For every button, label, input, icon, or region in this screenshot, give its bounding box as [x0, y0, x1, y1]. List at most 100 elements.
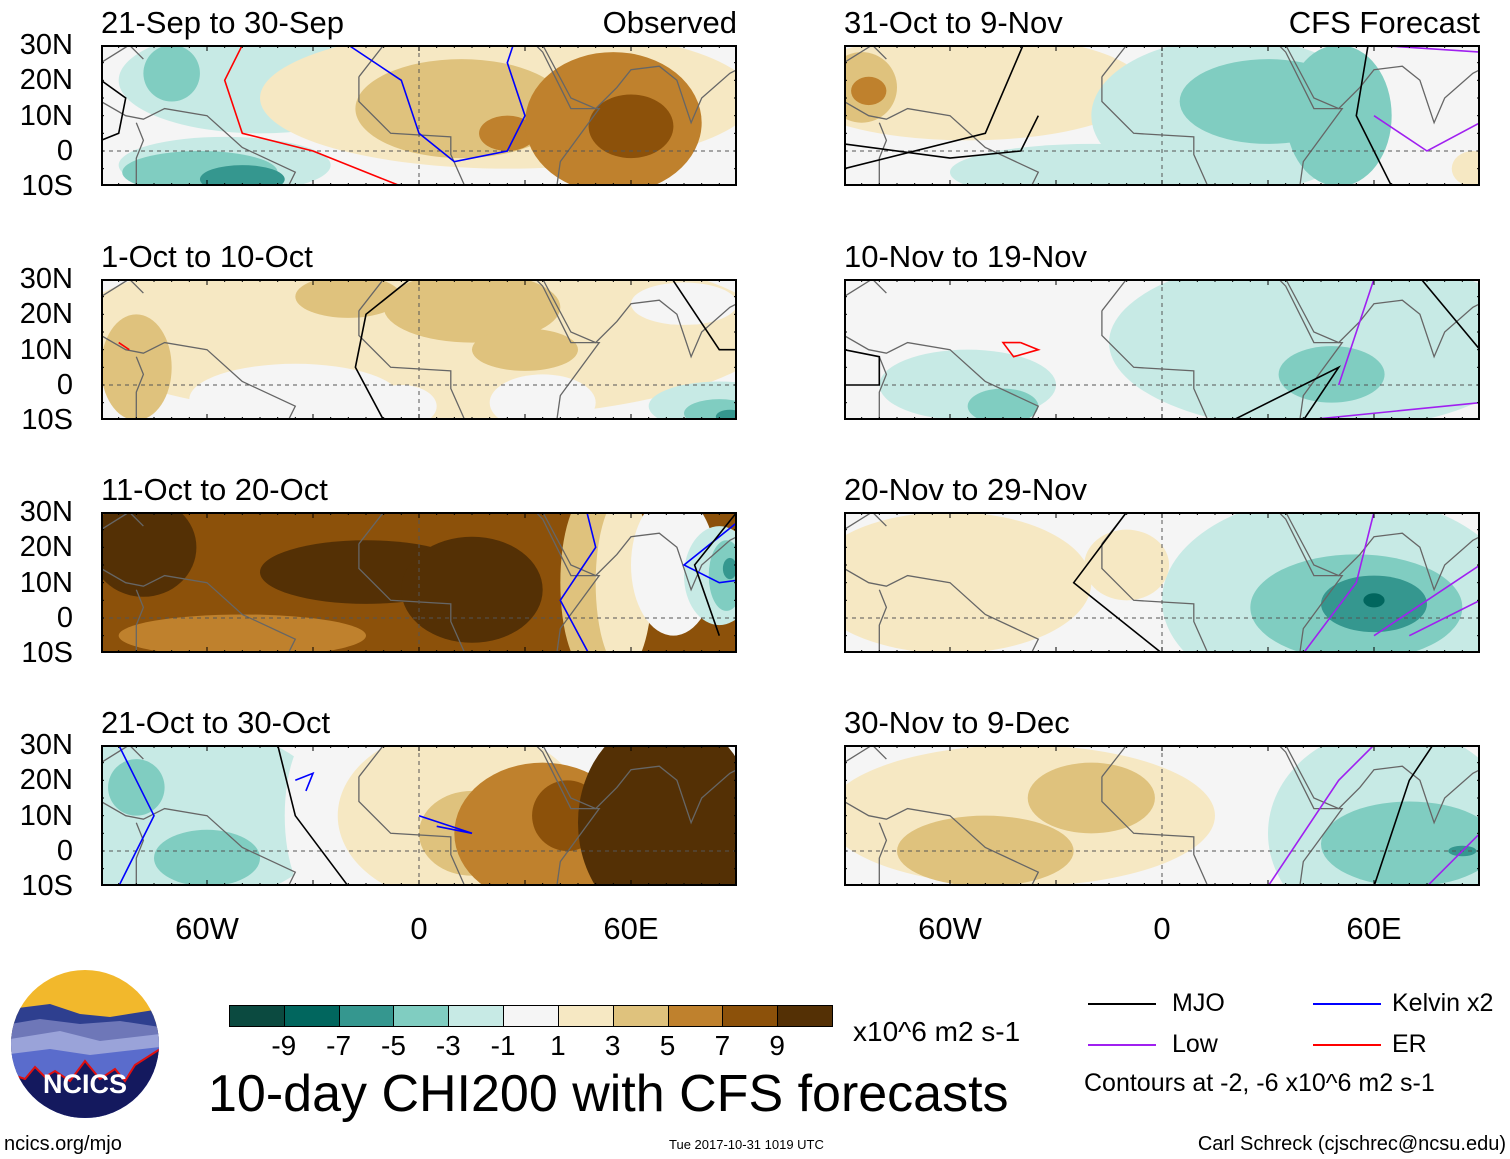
coastline	[101, 334, 297, 420]
contour-line	[693, 512, 737, 636]
contour-note: Contours at -2, -6 x10^6 m2 s-1	[1084, 1069, 1435, 1097]
shading-region	[1285, 45, 1392, 186]
colorbar-swatch	[503, 1005, 559, 1027]
lon-label: 0	[1153, 911, 1171, 946]
coastline	[1285, 279, 1480, 359]
coastline	[101, 100, 297, 186]
shading-region	[1084, 529, 1170, 601]
coastline	[1101, 745, 1344, 886]
colorbar-swatch	[557, 1005, 614, 1027]
lat-label: 10S	[21, 404, 73, 437]
shading-region	[578, 745, 737, 886]
coastline	[844, 100, 1040, 186]
lat-label: 10S	[21, 170, 73, 203]
coastline	[1285, 512, 1480, 592]
contour-line	[276, 745, 349, 886]
coastline	[358, 512, 601, 653]
lat-label: 10S	[21, 637, 73, 670]
panel-title: 21-Oct to 30-Oct	[101, 705, 331, 740]
shading-region	[383, 279, 561, 343]
shading-region	[715, 409, 737, 420]
lat-label: 20N	[19, 531, 73, 564]
lat-label: 20N	[19, 64, 73, 97]
coastline	[1101, 279, 1344, 420]
legend-er-line	[1313, 1044, 1381, 1046]
coastline	[542, 279, 737, 359]
panel-frame	[101, 279, 737, 420]
legend-kelvin-label: Kelvin x2	[1392, 989, 1494, 1017]
colorbar-label: 3	[604, 1030, 621, 1061]
coastline	[358, 745, 601, 886]
contour-line	[1072, 512, 1163, 653]
shading-region	[844, 45, 1145, 141]
colorbar-label: -9	[271, 1030, 297, 1061]
coastline	[1285, 745, 1480, 825]
contour-line	[101, 79, 127, 142]
lat-label: 10N	[19, 566, 73, 599]
lat-label: 30N	[19, 29, 73, 61]
lon-label: 60W	[175, 911, 239, 946]
map-panel	[101, 279, 737, 420]
coastline	[1101, 45, 1344, 186]
shading-region	[1363, 593, 1385, 608]
colorbar-label: 1	[550, 1030, 566, 1061]
lon-label: 60E	[603, 911, 659, 946]
shading-region	[189, 363, 402, 420]
coastline	[844, 745, 887, 764]
contour-line	[1303, 401, 1480, 420]
coastline	[1101, 512, 1344, 653]
lat-label: 20N	[19, 298, 73, 331]
shading-region	[1109, 279, 1480, 420]
contour-line	[1302, 512, 1375, 653]
contour-line	[1373, 564, 1480, 637]
legend-kelvin-line	[1313, 1003, 1381, 1005]
lat-label: 30N	[19, 729, 73, 761]
shading-region	[108, 759, 165, 816]
lat-label: 30N	[19, 263, 73, 295]
lat-label: 10N	[19, 799, 73, 832]
shading-region	[472, 328, 578, 371]
lon-label: 0	[410, 911, 428, 946]
lat-label: 0	[56, 369, 73, 401]
colorbar-label: -7	[326, 1030, 352, 1061]
shading-region	[101, 512, 197, 597]
coastline	[844, 512, 887, 531]
shading-region	[154, 829, 260, 886]
colorbar-units: x10^6 m2 s-1	[853, 1016, 1021, 1047]
shading-region	[1027, 762, 1155, 834]
lat-label: 10S	[21, 870, 73, 903]
panel-frame	[844, 512, 1480, 653]
contour-line	[682, 521, 737, 584]
contour-line	[1373, 115, 1480, 152]
coastline	[101, 512, 144, 531]
lat-label: 20N	[19, 764, 73, 797]
legend-low-line	[1088, 1044, 1156, 1046]
shading-region	[199, 165, 285, 186]
contour-line	[844, 115, 1040, 159]
colorbar-label: -1	[490, 1030, 516, 1061]
contour-line	[844, 348, 881, 386]
colorbar-swatch	[229, 1005, 285, 1027]
ncics-logo: NCICS	[11, 970, 159, 1118]
coastline	[844, 45, 887, 64]
panel-title: 11-Oct to 20-Oct	[101, 472, 328, 507]
logo-text: NCICS	[43, 1069, 127, 1099]
coastline	[542, 745, 737, 825]
lon-label: 60E	[1346, 911, 1402, 946]
shading-region	[401, 536, 543, 643]
contour-line	[118, 341, 130, 351]
colorbar-swatch	[722, 1005, 779, 1027]
colorbar-swatch	[283, 1005, 340, 1027]
coastline	[844, 800, 1040, 886]
shading-region	[118, 614, 366, 653]
shading-region	[588, 94, 674, 159]
legend-mjo-label: MJO	[1172, 989, 1225, 1017]
coastline	[844, 334, 1040, 420]
panel-title: 1-Oct to 10-Oct	[101, 239, 313, 274]
lat-label: 0	[56, 835, 73, 867]
panel-title: 21-Sep to 30-Sep	[101, 5, 345, 40]
coastline	[542, 512, 737, 592]
colorbar-label: 5	[659, 1030, 676, 1061]
panel-title: 10-Nov to 19-Nov	[844, 239, 1087, 274]
site-url[interactable]: ncics.org/mjo	[4, 1133, 122, 1155]
